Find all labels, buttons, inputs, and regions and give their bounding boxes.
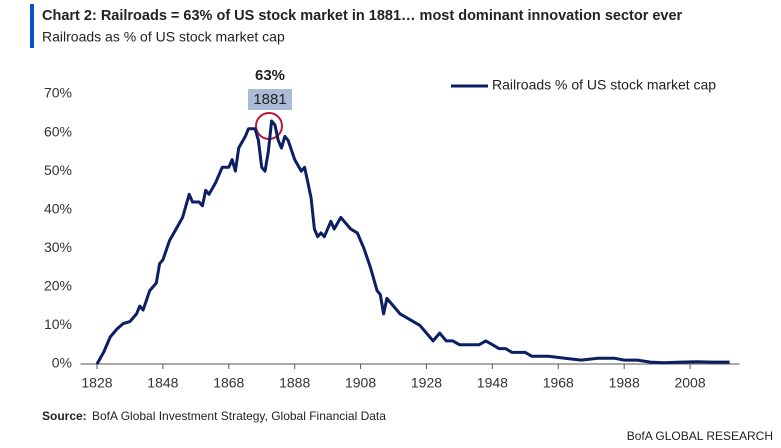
annotation-value: 63% [255, 67, 285, 84]
y-tick-label: 30% [44, 239, 72, 255]
y-tick-label: 40% [44, 200, 72, 216]
y-tick-label: 10% [44, 316, 72, 332]
y-tick-label: 50% [44, 162, 72, 178]
chart-subtitle: Railroads as % of US stock market cap [42, 29, 285, 45]
source: BofA Global Investment Strategy, Global … [92, 409, 386, 423]
annotation-year: 1881 [253, 91, 286, 108]
x-tick-label: 2008 [674, 375, 705, 391]
x-tick-label: 1888 [279, 375, 310, 391]
x-tick-label: 1928 [411, 375, 442, 391]
x-tick-label: 1968 [543, 375, 574, 391]
x-tick-label: 1828 [81, 375, 112, 391]
annotation-box [248, 89, 292, 110]
y-tick-label: 60% [44, 123, 72, 139]
y-tick-label: 70% [44, 85, 72, 101]
series-line [95, 119, 730, 365]
y-tick-label: 0% [52, 355, 72, 371]
chart-title: Chart 2: Railroads = 63% of US stock mar… [42, 8, 683, 24]
x-tick-label: 1988 [609, 375, 640, 391]
x-tick-label: 1908 [345, 375, 376, 391]
x-tick-label: 1948 [477, 375, 508, 391]
title-bar [30, 4, 34, 48]
source-label: Source: [42, 409, 87, 423]
footer: BofA GLOBAL RESEARCH [627, 429, 773, 443]
x-tick-label: 1868 [213, 375, 244, 391]
y-tick-label: 20% [44, 278, 72, 294]
legend-label: Railroads % of US stock market cap [492, 77, 716, 93]
x-tick-label: 1848 [147, 375, 178, 391]
